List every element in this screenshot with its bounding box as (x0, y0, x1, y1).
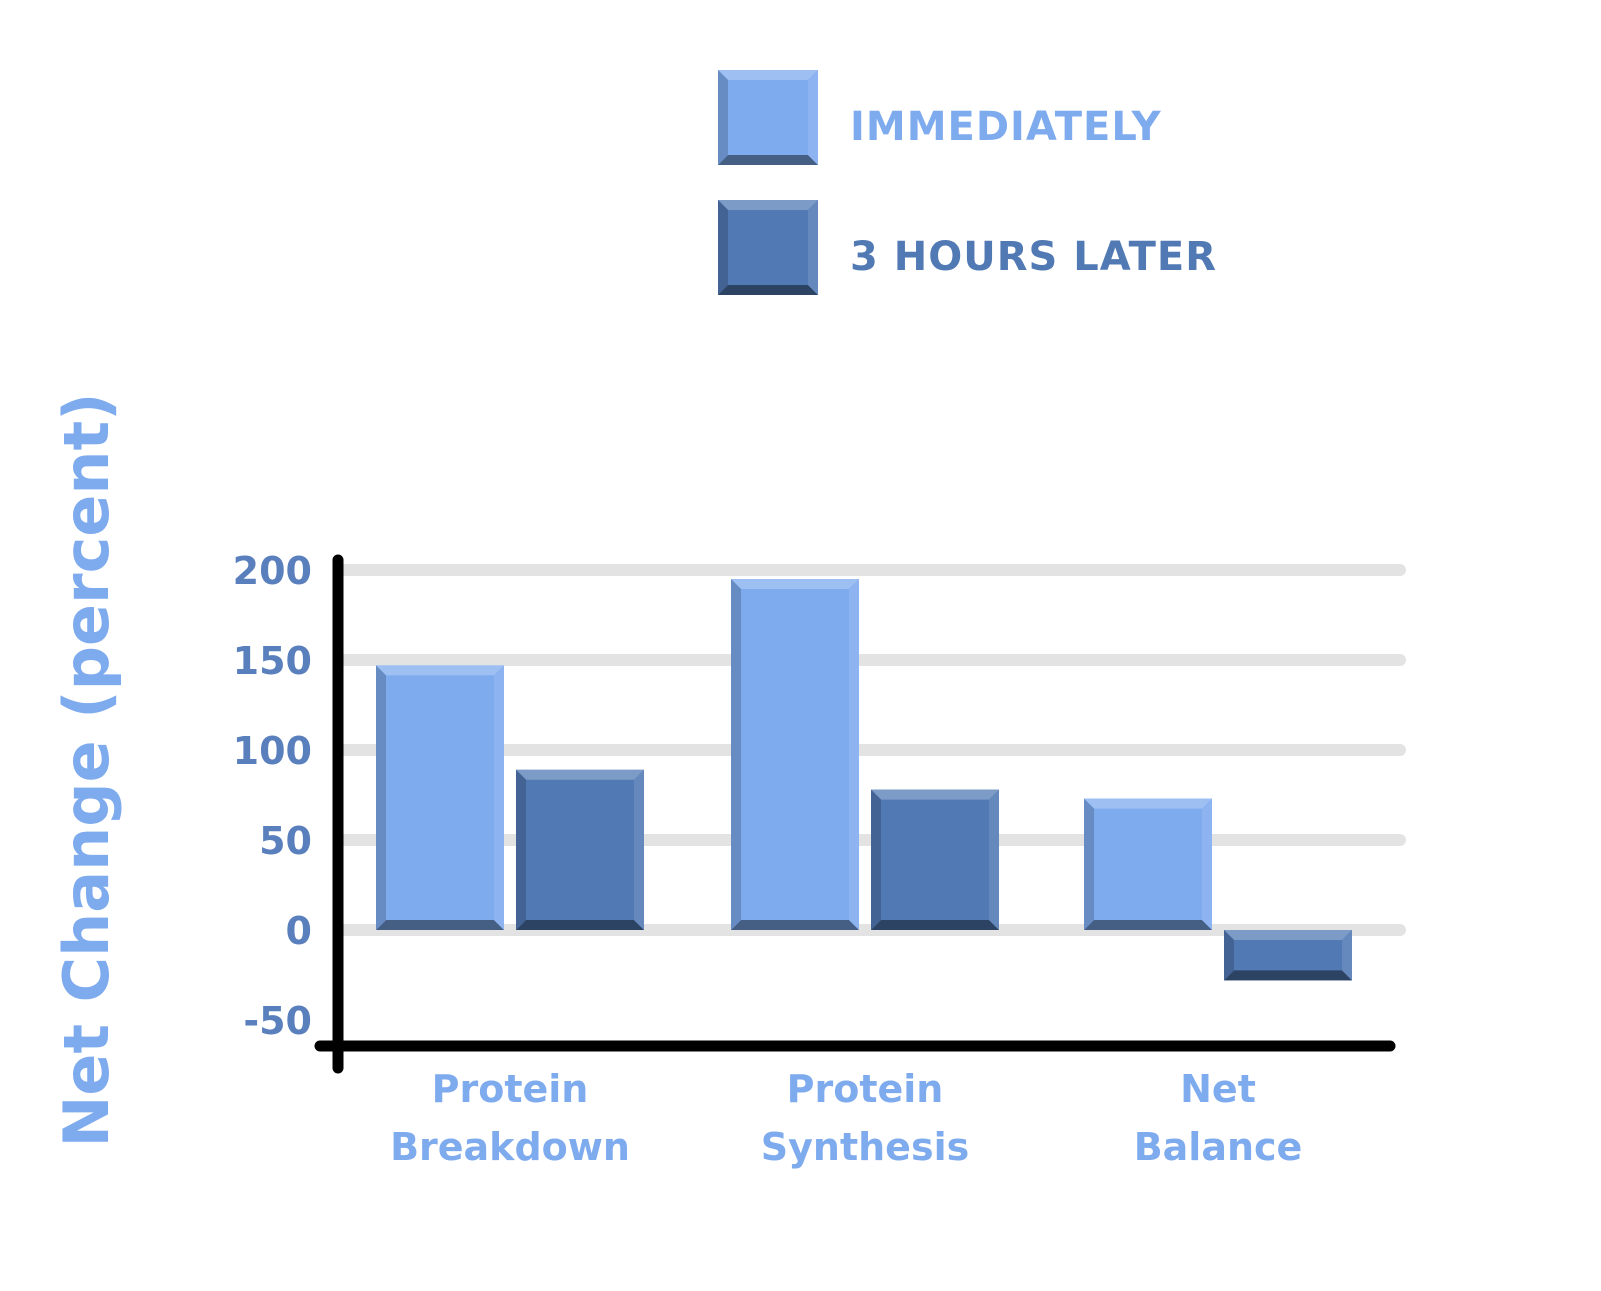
y-axis-label: Net Change (percent) (50, 392, 123, 1147)
y-tick-label: -50 (243, 999, 312, 1043)
bar-1-series-2 (516, 769, 644, 930)
category-labels: Protein Breakdown Protein Synthesis Net Balan… (390, 1067, 1302, 1169)
category-label: Protein (787, 1067, 944, 1111)
legend-swatch-1 (718, 70, 818, 165)
bar-3-series-1 (1084, 798, 1212, 930)
category-label: Synthesis (761, 1125, 969, 1169)
legend: IMMEDIATELY 3 HOURS LATER (718, 70, 1217, 295)
category-label: Balance (1134, 1125, 1303, 1169)
y-tick-label: 150 (233, 639, 312, 683)
axes (314, 554, 1396, 1074)
bar-2-series-1 (731, 579, 859, 930)
y-tick-label: 100 (233, 729, 312, 773)
category-label: Protein (432, 1067, 589, 1111)
y-tick-label: 50 (259, 819, 312, 863)
bars (376, 579, 1352, 981)
bar-1-series-1 (376, 665, 504, 930)
y-tick-label: 0 (286, 909, 312, 953)
bar-2-series-2 (871, 789, 999, 930)
category-label: Net (1180, 1067, 1256, 1111)
legend-label-2: 3 HOURS LATER (850, 234, 1217, 280)
legend-swatch-2 (718, 200, 818, 295)
y-tick-label: 200 (233, 549, 312, 593)
legend-label-1: IMMEDIATELY (850, 104, 1162, 150)
category-label: Breakdown (390, 1125, 630, 1169)
bar-3-series-2 (1224, 930, 1352, 981)
y-tick-labels: 200 150 100 50 0 -50 (233, 549, 312, 1043)
